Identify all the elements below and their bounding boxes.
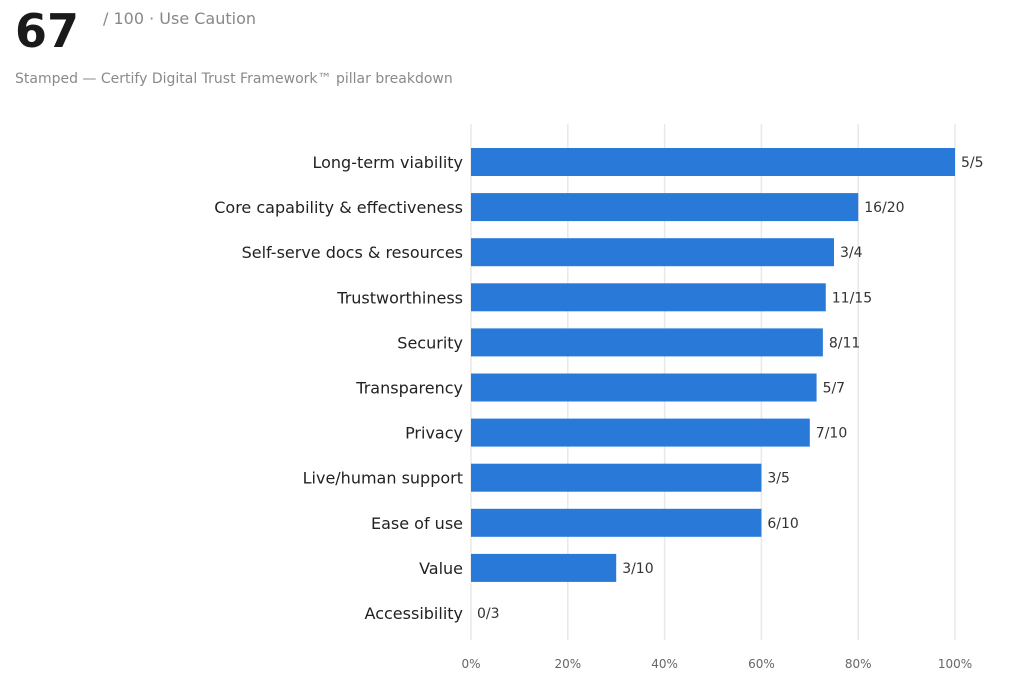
category-label: Transparency xyxy=(355,379,463,398)
category-label: Long-term viability xyxy=(312,153,463,172)
category-label: Live/human support xyxy=(303,469,463,488)
category-label: Core capability & effectiveness xyxy=(214,198,463,217)
x-tick-label: 0% xyxy=(461,657,480,671)
score-scale-and-verdict: / 100 · Use Caution xyxy=(103,9,257,28)
bar-value-label: 11/15 xyxy=(832,290,872,306)
category-label: Ease of use xyxy=(371,514,463,533)
bar-value-label: 6/10 xyxy=(767,516,798,532)
x-tick-label: 60% xyxy=(748,657,775,671)
bar xyxy=(471,373,817,402)
category-label: Security xyxy=(397,333,463,352)
x-tick-label: 80% xyxy=(845,657,872,671)
bar xyxy=(471,148,955,176)
bar xyxy=(471,238,834,267)
bar-value-label: 0/3 xyxy=(477,606,500,622)
category-label: Value xyxy=(419,559,463,578)
bar xyxy=(471,508,762,537)
x-tick-label: 20% xyxy=(554,657,581,671)
category-label: Trustworthiness xyxy=(336,288,463,307)
bar xyxy=(471,553,617,582)
bar-value-label: 3/10 xyxy=(622,561,653,577)
chart-subtitle: Stamped — Certify Digital Trust Framewor… xyxy=(15,71,453,87)
bar-value-label: 5/5 xyxy=(961,155,984,171)
bar-value-label: 3/5 xyxy=(767,471,790,487)
bar xyxy=(471,463,762,492)
bar xyxy=(471,193,859,222)
bar-value-label: 16/20 xyxy=(864,200,904,216)
bar-value-label: 8/11 xyxy=(829,335,860,351)
category-label: Accessibility xyxy=(365,604,463,623)
bar xyxy=(471,283,826,312)
category-label: Privacy xyxy=(405,424,463,443)
bar xyxy=(471,328,823,357)
x-tick-label: 40% xyxy=(651,657,678,671)
overall-score: 67 xyxy=(15,4,80,58)
category-label: Self-serve docs & resources xyxy=(242,243,463,262)
x-tick-label: 100% xyxy=(938,657,972,671)
bar-value-label: 7/10 xyxy=(816,426,847,442)
bar xyxy=(471,418,810,447)
bar-value-label: 3/4 xyxy=(840,245,863,261)
bar-value-label: 5/7 xyxy=(823,381,846,397)
